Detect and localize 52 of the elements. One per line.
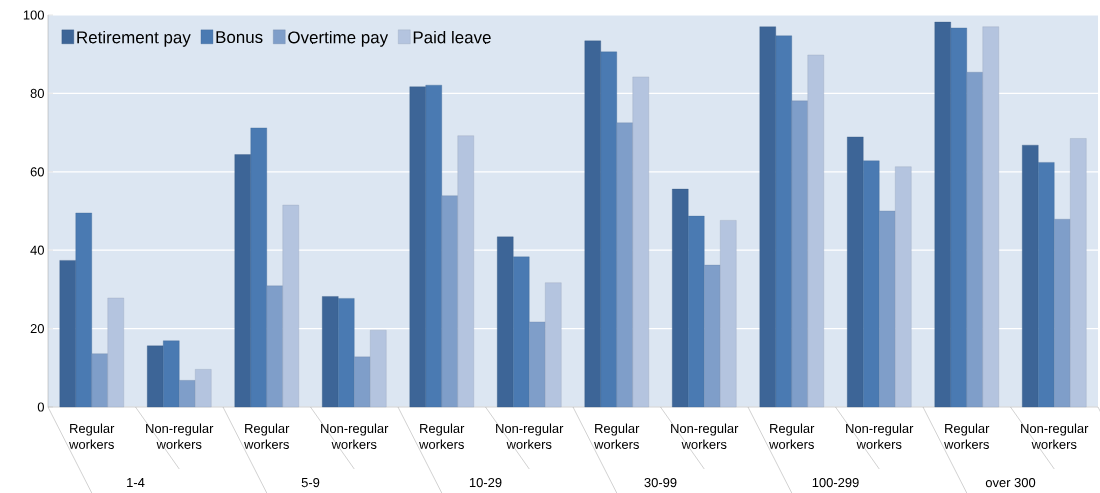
x-tick-label: Regular workers (244, 423, 290, 449)
x-tick-label: Non-regular workers (146, 423, 214, 449)
legend-label: Overtime pay (288, 30, 389, 47)
text: 10-29 (469, 477, 502, 488)
x-tick-label: Non-regular workers (846, 423, 914, 449)
x-tick-label: Non-regular workers (1021, 423, 1089, 449)
text: 1-4 (127, 478, 145, 487)
text: over 300 (985, 477, 1036, 488)
bar (441, 195, 458, 408)
text: 100-299 (812, 477, 859, 488)
bar (354, 356, 371, 408)
bar (370, 330, 387, 408)
bar (966, 72, 983, 408)
y-tick-label: 100 (23, 10, 44, 20)
bar (282, 204, 299, 408)
x-tick-label: Non-regular workers (671, 423, 739, 449)
bar (632, 76, 649, 408)
legend-label: Retirement pay (77, 30, 191, 47)
text: 30-99 (644, 477, 677, 488)
bar (616, 122, 633, 408)
bar (720, 220, 737, 408)
bar (107, 297, 124, 408)
bar (982, 26, 999, 408)
x-tick-label: Regular workers (769, 423, 815, 449)
y-tick-label: 0 (37, 402, 44, 412)
bar (179, 380, 196, 408)
bar (1070, 138, 1087, 408)
bar (545, 282, 562, 408)
x-tick-label: Non-regular workers (496, 423, 564, 449)
x-tick-label: Regular workers (69, 423, 115, 449)
bar (529, 321, 546, 408)
text: 5-9 (301, 477, 320, 488)
bar (807, 54, 824, 408)
bar (879, 210, 896, 408)
x-tick-label: Regular workers (594, 423, 640, 449)
x-tick-label: Regular workers (419, 423, 465, 449)
bar (704, 264, 721, 408)
bar (195, 369, 212, 408)
bar (91, 353, 108, 408)
x-tick-label: Regular workers (944, 423, 990, 449)
bar (457, 135, 474, 408)
legend-label: Paid leave (413, 30, 491, 44)
legend-label: Bonus (216, 31, 263, 44)
bar (791, 100, 808, 408)
y-tick-label: 40 (30, 245, 44, 255)
bar (266, 285, 283, 408)
y-tick-label: 60 (30, 167, 44, 177)
bar (895, 166, 912, 408)
y-tick-label: 80 (30, 88, 44, 98)
x-tick-label: Non-regular workers (321, 423, 389, 449)
bar (1054, 219, 1071, 408)
y-tick-label: 20 (30, 324, 44, 334)
